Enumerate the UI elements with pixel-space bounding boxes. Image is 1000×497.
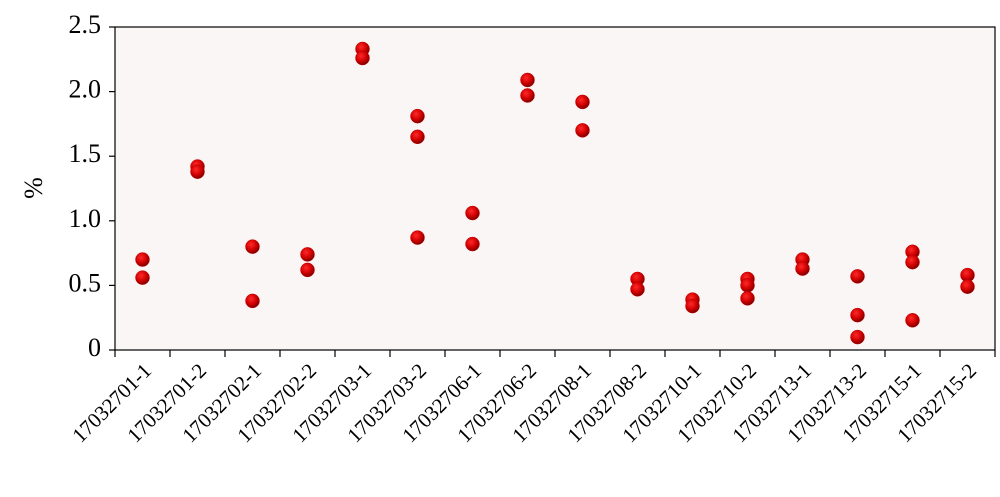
point xyxy=(465,205,480,221)
y-tick-label: 2.0 xyxy=(69,75,102,104)
y-tick-label: 0 xyxy=(88,333,101,362)
point xyxy=(410,129,425,145)
point xyxy=(135,270,150,285)
point xyxy=(575,123,590,138)
point xyxy=(465,236,480,252)
point xyxy=(850,329,865,345)
point xyxy=(410,230,425,245)
point xyxy=(795,261,810,276)
point xyxy=(135,252,150,267)
point xyxy=(300,262,315,278)
point xyxy=(685,298,700,314)
point xyxy=(960,279,975,294)
point xyxy=(520,88,535,103)
y-tick-label: 1.0 xyxy=(69,204,102,233)
point xyxy=(630,282,645,297)
point xyxy=(300,247,315,262)
y-axis-label: % xyxy=(19,177,48,199)
point xyxy=(740,291,755,306)
point xyxy=(905,313,920,328)
point xyxy=(740,278,755,293)
y-tick-label: 2.5 xyxy=(69,10,102,39)
point xyxy=(355,50,370,66)
point xyxy=(575,94,590,110)
point xyxy=(190,164,205,179)
plot-area xyxy=(114,26,996,351)
point xyxy=(850,307,865,323)
point xyxy=(410,108,425,124)
y-tick-label: 1.5 xyxy=(69,139,102,168)
point xyxy=(245,239,260,254)
point xyxy=(520,72,535,88)
point xyxy=(245,293,260,309)
point xyxy=(850,269,865,284)
y-tick-label: 0.5 xyxy=(69,268,102,297)
point xyxy=(905,254,920,270)
